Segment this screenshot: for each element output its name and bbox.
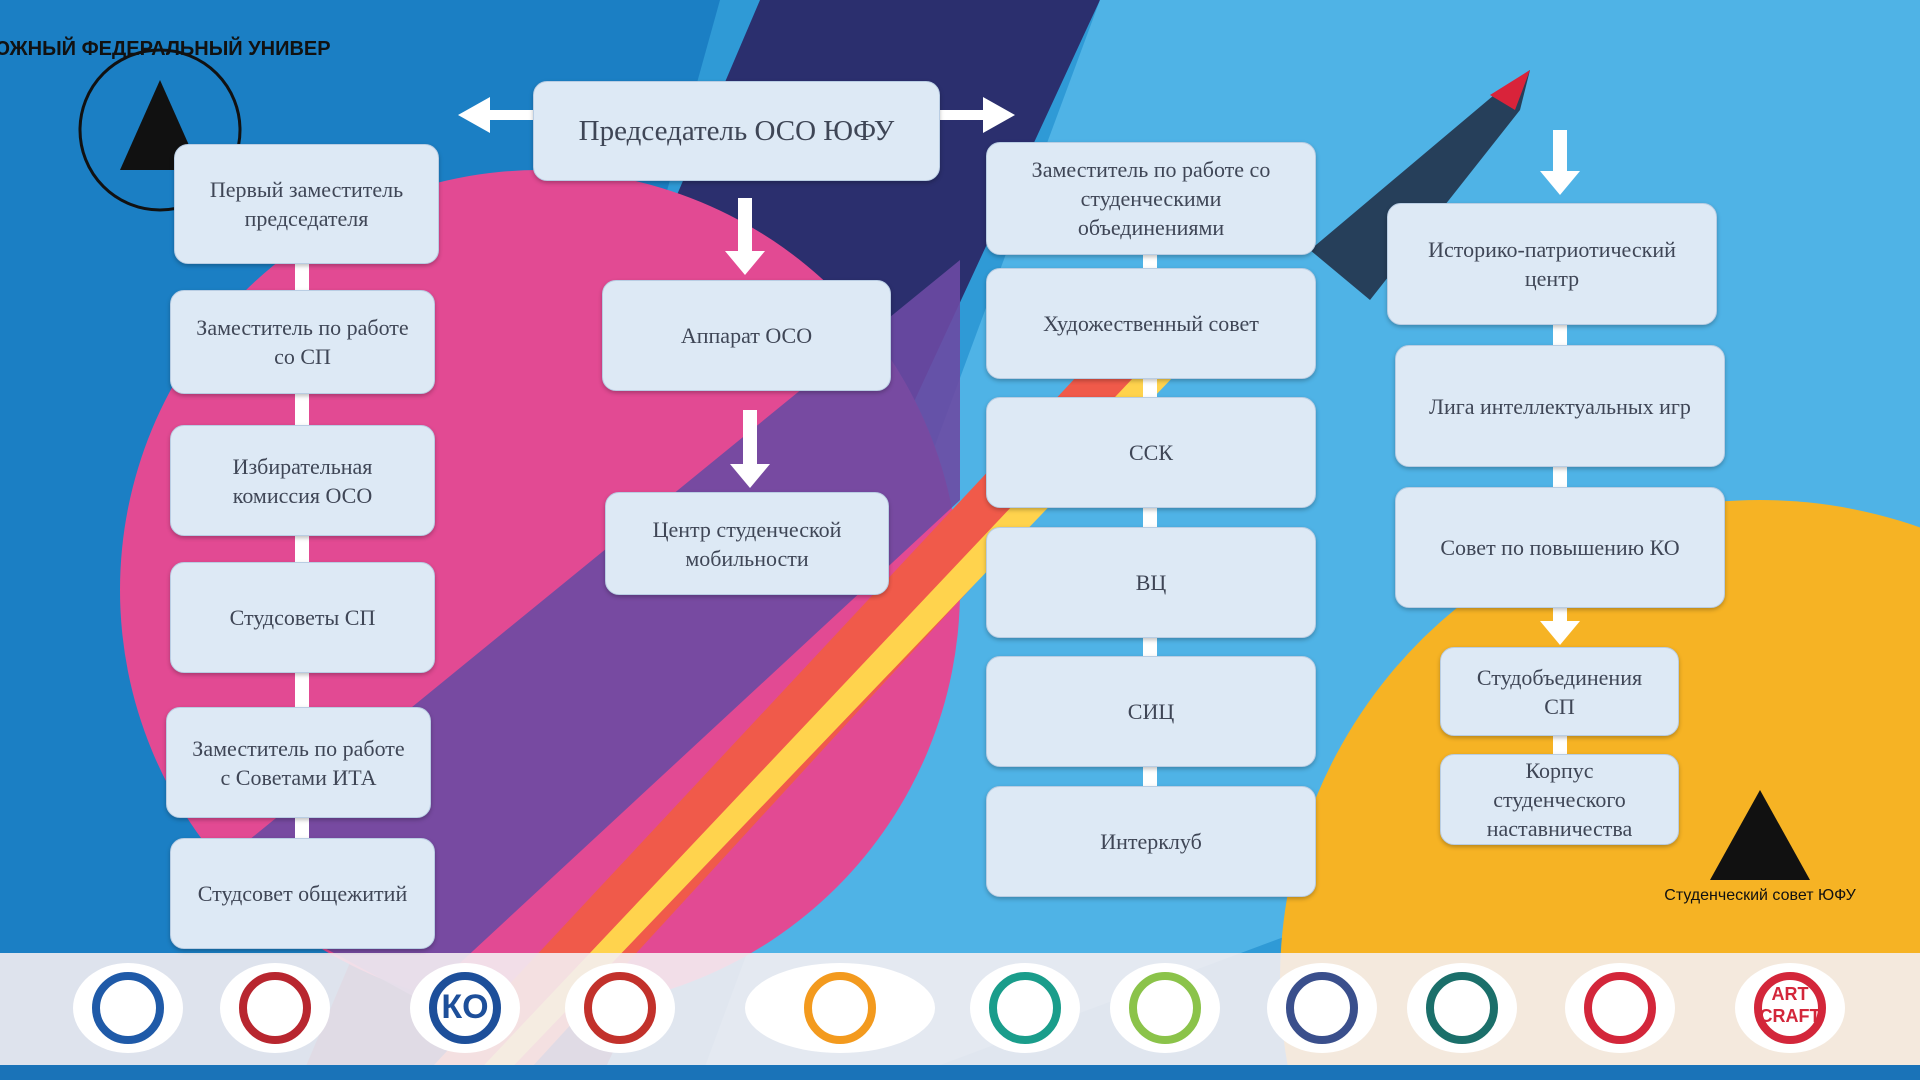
logo (584, 972, 656, 1044)
org-box: Художественный совет (986, 268, 1316, 379)
connector (1143, 638, 1157, 656)
org-box: ССК (986, 397, 1316, 508)
arrow (1540, 621, 1580, 645)
logo (1129, 972, 1201, 1044)
logo-bg (745, 963, 935, 1053)
logo (1754, 972, 1826, 1044)
logo (989, 972, 1061, 1044)
connector (1143, 508, 1157, 527)
org-box: Лига интеллектуальных игр (1395, 345, 1725, 467)
arrow (940, 97, 1015, 133)
arrow (1553, 130, 1567, 173)
logo-text: ART (1772, 984, 1809, 1004)
arrow (1540, 171, 1580, 195)
org-box: Первый заместитель председателя (174, 144, 439, 264)
logo (429, 972, 501, 1044)
logo (1426, 972, 1498, 1044)
connector (295, 818, 309, 838)
logo (1584, 972, 1656, 1044)
org-box: Интерклуб (986, 786, 1316, 897)
connector (295, 673, 309, 707)
logo (804, 972, 876, 1044)
connector (1143, 255, 1157, 268)
org-box: Студсоветы СП (170, 562, 435, 673)
logo (239, 972, 311, 1044)
connector (1143, 767, 1157, 786)
council-logo-text: Студенческий совет ЮФУ (1664, 887, 1856, 904)
connector (295, 394, 309, 425)
logo-text: CRAFT (1760, 1006, 1821, 1026)
arrow (458, 97, 533, 133)
org-box: Заместитель по работе с Советами ИТА (166, 707, 431, 818)
connector (1143, 379, 1157, 397)
org-box: Историко-патриотический центр (1387, 203, 1717, 325)
org-box: Корпус студенческого наставничества (1440, 754, 1679, 845)
university-logo-text: ЮЖНЫЙ ФЕДЕРАЛЬНЫЙ УНИВЕР (0, 36, 331, 60)
org-box: Совет по повышению КО (1395, 487, 1725, 608)
org-box: СИЦ (986, 656, 1316, 767)
arrow (730, 464, 770, 488)
org-box: Аппарат ОСО (602, 280, 891, 391)
logo (1286, 972, 1358, 1044)
org-box: Заместитель по работе со студенческими о… (986, 142, 1316, 255)
arrow (725, 251, 765, 275)
logo (92, 972, 164, 1044)
connector (295, 536, 309, 562)
org-box: Заместитель по работе со СП (170, 290, 435, 394)
org-box: Избирательная комиссия ОСО (170, 425, 435, 536)
logo-text: КО (441, 988, 488, 1026)
org-box: ВЦ (986, 527, 1316, 638)
org-box: Студсовет общежитий (170, 838, 435, 949)
arrow (738, 198, 752, 253)
arrow (743, 410, 757, 466)
connector (1553, 467, 1567, 487)
connector (295, 264, 309, 290)
connector (1553, 325, 1567, 345)
org-box: Студобъединения СП (1440, 647, 1679, 736)
org-box: Центр студенческой мобильности (605, 492, 889, 595)
org-box: Председатель ОСО ЮФУ (533, 81, 940, 181)
